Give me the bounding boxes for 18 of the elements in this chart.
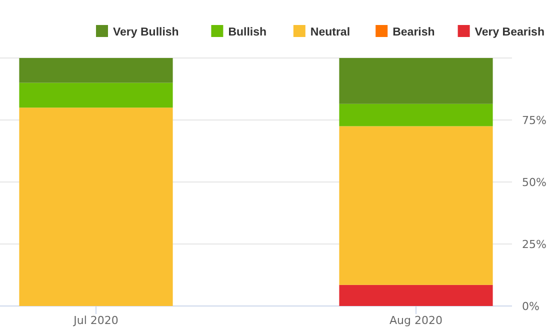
bar — [339, 284, 493, 306]
bar — [339, 104, 493, 126]
bar — [19, 108, 173, 306]
y-tick-label: 75% — [522, 114, 546, 127]
bar — [19, 58, 173, 83]
legend-label: Bullish — [228, 26, 267, 38]
x-tick-label: Aug 2020 — [390, 314, 442, 327]
legend-label: Very Bullish — [113, 26, 179, 38]
y-tick-label: 25% — [522, 238, 546, 251]
y-tick-label: 0% — [522, 300, 540, 313]
x-tick-label: Jul 2020 — [72, 314, 118, 327]
bar — [339, 126, 493, 285]
bar — [19, 82, 173, 108]
legend-label: Neutral — [310, 26, 350, 38]
legend-label: Bearish — [392, 26, 435, 38]
legend-label: Very Bearish — [474, 26, 544, 38]
bar — [339, 58, 493, 104]
y-tick-label: 50% — [522, 176, 546, 189]
